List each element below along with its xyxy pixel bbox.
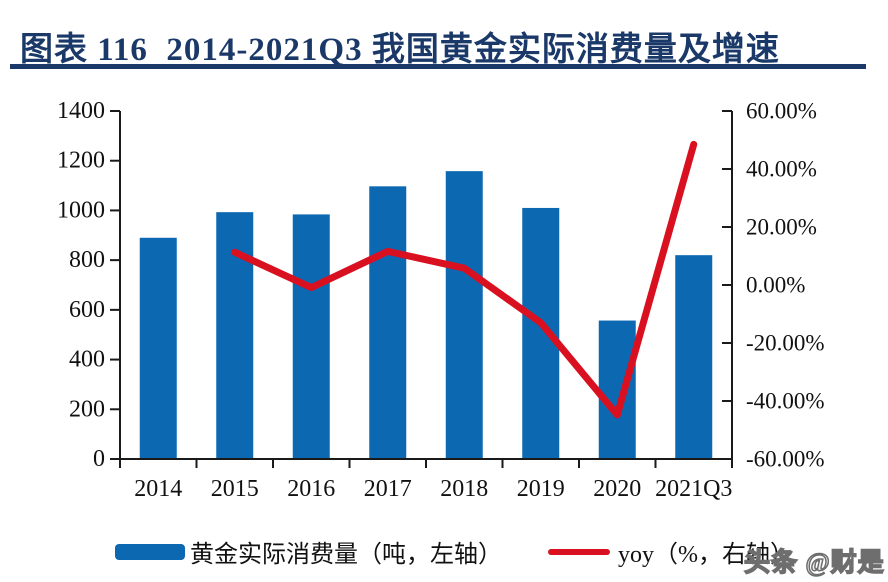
bar-2021Q3 <box>675 255 713 459</box>
legend-line-swatch <box>548 548 610 555</box>
x-axis-category-label: 2020 <box>593 476 641 502</box>
right-axis-tick-label: 60.00% <box>746 99 817 124</box>
bar-2018 <box>445 171 483 459</box>
left-axis-tick-label: 400 <box>69 347 105 373</box>
right-axis-tick-label: -60.00% <box>746 447 825 472</box>
right-axis-tick-label: 20.00% <box>746 215 817 240</box>
left-axis-tick-label: 0 <box>93 446 105 472</box>
bar-2017 <box>369 186 407 459</box>
right-axis-tick-label: -40.00% <box>746 389 825 414</box>
x-axis-category-label: 2019 <box>517 476 565 502</box>
x-axis-category-label: 2017 <box>364 476 412 502</box>
right-axis-tick-label: 40.00% <box>746 157 817 182</box>
left-axis-tick-label: 600 <box>69 297 105 323</box>
legend: 黄金实际消费量（吨，左轴） yoy（%，右轴） <box>115 534 794 569</box>
right-axis-tick-label: 0.00% <box>746 273 805 298</box>
title-underline <box>10 64 866 69</box>
bar-2014 <box>139 237 177 459</box>
x-axis-category-label: 2015 <box>211 476 259 502</box>
yoy-line <box>231 140 698 419</box>
x-axis-category-label: 2021Q3 <box>655 476 732 502</box>
left-axis-tick-label: 800 <box>69 247 105 273</box>
left-axis-tick-label: 1200 <box>57 148 105 174</box>
x-axis-category-label: 2016 <box>287 476 335 502</box>
figure-title: 图表 116 2014-2021Q3 我国黄金实际消费量及增速 <box>20 32 780 68</box>
x-axis-category-label: 2014 <box>134 476 182 502</box>
left-axis-tick-label: 1400 <box>57 98 105 124</box>
x-axis-category-label: 2018 <box>440 476 488 502</box>
legend-line-label: yoy（%，右轴） <box>618 542 794 568</box>
left-axis-tick-label: 200 <box>69 396 105 422</box>
legend-bar-label: 黄金实际消费量（吨，左轴） <box>190 542 502 568</box>
legend-bar-swatch <box>115 543 185 560</box>
left-axis-tick-label: 1000 <box>57 197 105 223</box>
watermark: 头条 @财是 <box>743 547 885 578</box>
bar-2020 <box>598 320 636 459</box>
bar-2016 <box>292 214 330 459</box>
right-axis-tick-label: -20.00% <box>746 331 825 356</box>
